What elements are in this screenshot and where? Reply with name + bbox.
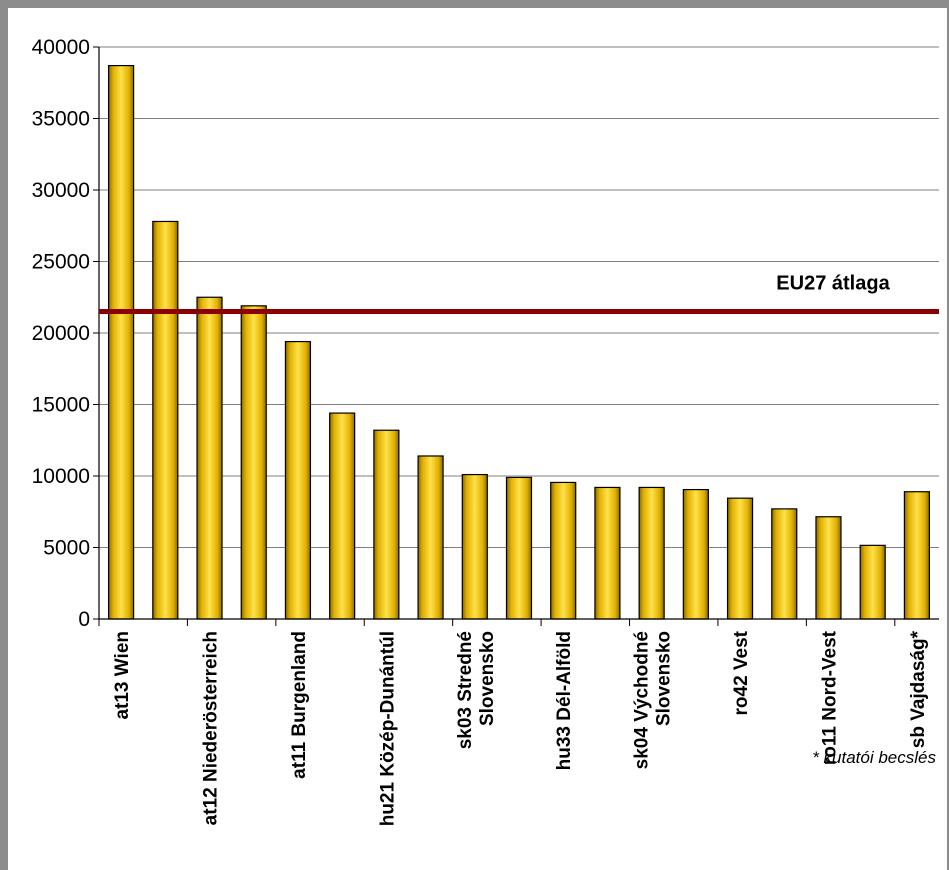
x-tick-label-group: hu21 Közép-Dunántúl [377,631,398,826]
x-tick-label-group: at11 Burgenland [289,631,310,779]
bar [152,220,179,620]
y-tick-labels: 0 5000 10000 15000 20000 25000 30000 35000 40000 [32,36,90,631]
bar-chart: 0 5000 10000 15000 20000 25000 30000 35000 40000… [32,36,939,826]
x-tick-label-line: at11 Burgenland [289,631,310,779]
x-tick-label-line: hu21 Közép-Dunántúl [377,631,398,826]
x-tick-label: ro11 Nord-Vest [819,630,840,765]
bar [240,305,267,620]
axes [93,46,939,626]
bar [284,340,312,620]
bar [108,64,135,620]
x-tick-label-group: ro11 Nord-Vest [819,630,840,765]
x-tick-label-line: sk04 Východné [632,631,653,769]
x-tick-label-line: at12 Niederösterreich [201,631,222,825]
x-tick-label-group: at12 Niederösterreich [201,631,222,825]
x-tick-label: at12 Niederösterreich [201,631,222,825]
x-tick-label-line: ro11 Nord-Vest [819,630,840,765]
bar [771,508,798,620]
bar [329,412,356,620]
bar [196,296,223,620]
x-tick-label-line: sk03 Stredné [455,631,476,749]
bar [550,481,577,620]
x-tick-label: at13 Wien [112,631,133,720]
x-tick-labels: at13 Wien at12 Niederösterreich at11 Burge… [112,630,929,826]
y-tick-label: 25000 [32,251,90,274]
y-tick-label: 0 [78,608,90,631]
x-tick-label-line: ro42 Vest [731,630,752,715]
y-tick-label: 5000 [43,537,90,560]
x-tick-label: sb Vajdaság* [908,630,929,748]
bar [903,491,930,620]
bar [638,486,665,620]
x-tick-label: ro42 Vest [731,630,752,715]
bar [373,429,400,620]
x-tick-label-line: Slovensko [654,631,675,726]
x-tick-label-line: sb Vajdaság* [908,630,929,748]
footnote: * kutatói becslés [812,748,936,767]
y-tick-label: 30000 [32,179,90,202]
x-tick-label: at11 Burgenland [289,631,310,779]
x-tick-label-group: sk04 VýchodnéSlovensko [632,631,675,769]
x-tick-label-line: Slovensko [477,631,498,726]
x-tick-label-group: hu33 Dél-Alföld [554,631,575,770]
y-tick-label: 15000 [32,394,90,417]
reference-line-label: EU27 átlaga [776,273,890,295]
bar [815,516,842,620]
bar [859,544,886,620]
bar [461,473,488,620]
bar [417,455,444,620]
bar [594,486,621,620]
x-tick-label: sk04 VýchodnéSlovensko [632,631,675,769]
x-tick-label-group: sk03 StrednéSlovensko [455,631,498,749]
y-tick-label: 20000 [32,322,90,345]
x-tick-label-line: at13 Wien [112,631,133,720]
grid-lines [99,46,939,548]
y-tick-label: 10000 [32,465,90,488]
x-tick-label-group: ro42 Vest [731,630,752,715]
reference-line-group: EU27 átlaga [99,273,939,315]
x-tick-label-line: hu33 Dél-Alföld [554,631,575,770]
x-tick-label: hu21 Közép-Dunántúl [377,631,398,826]
y-tick-label: 40000 [32,36,90,59]
bar [505,476,533,620]
bar [726,497,754,620]
x-tick-label: hu33 Dél-Alföld [554,631,575,770]
x-tick-label: sk03 StrednéSlovensko [455,631,498,749]
bar [682,488,709,620]
bars [108,64,930,620]
x-tick-label-group: at13 Wien [112,631,133,720]
x-tick-label-group: sb Vajdaság* [908,630,929,748]
y-tick-label: 35000 [32,108,90,131]
